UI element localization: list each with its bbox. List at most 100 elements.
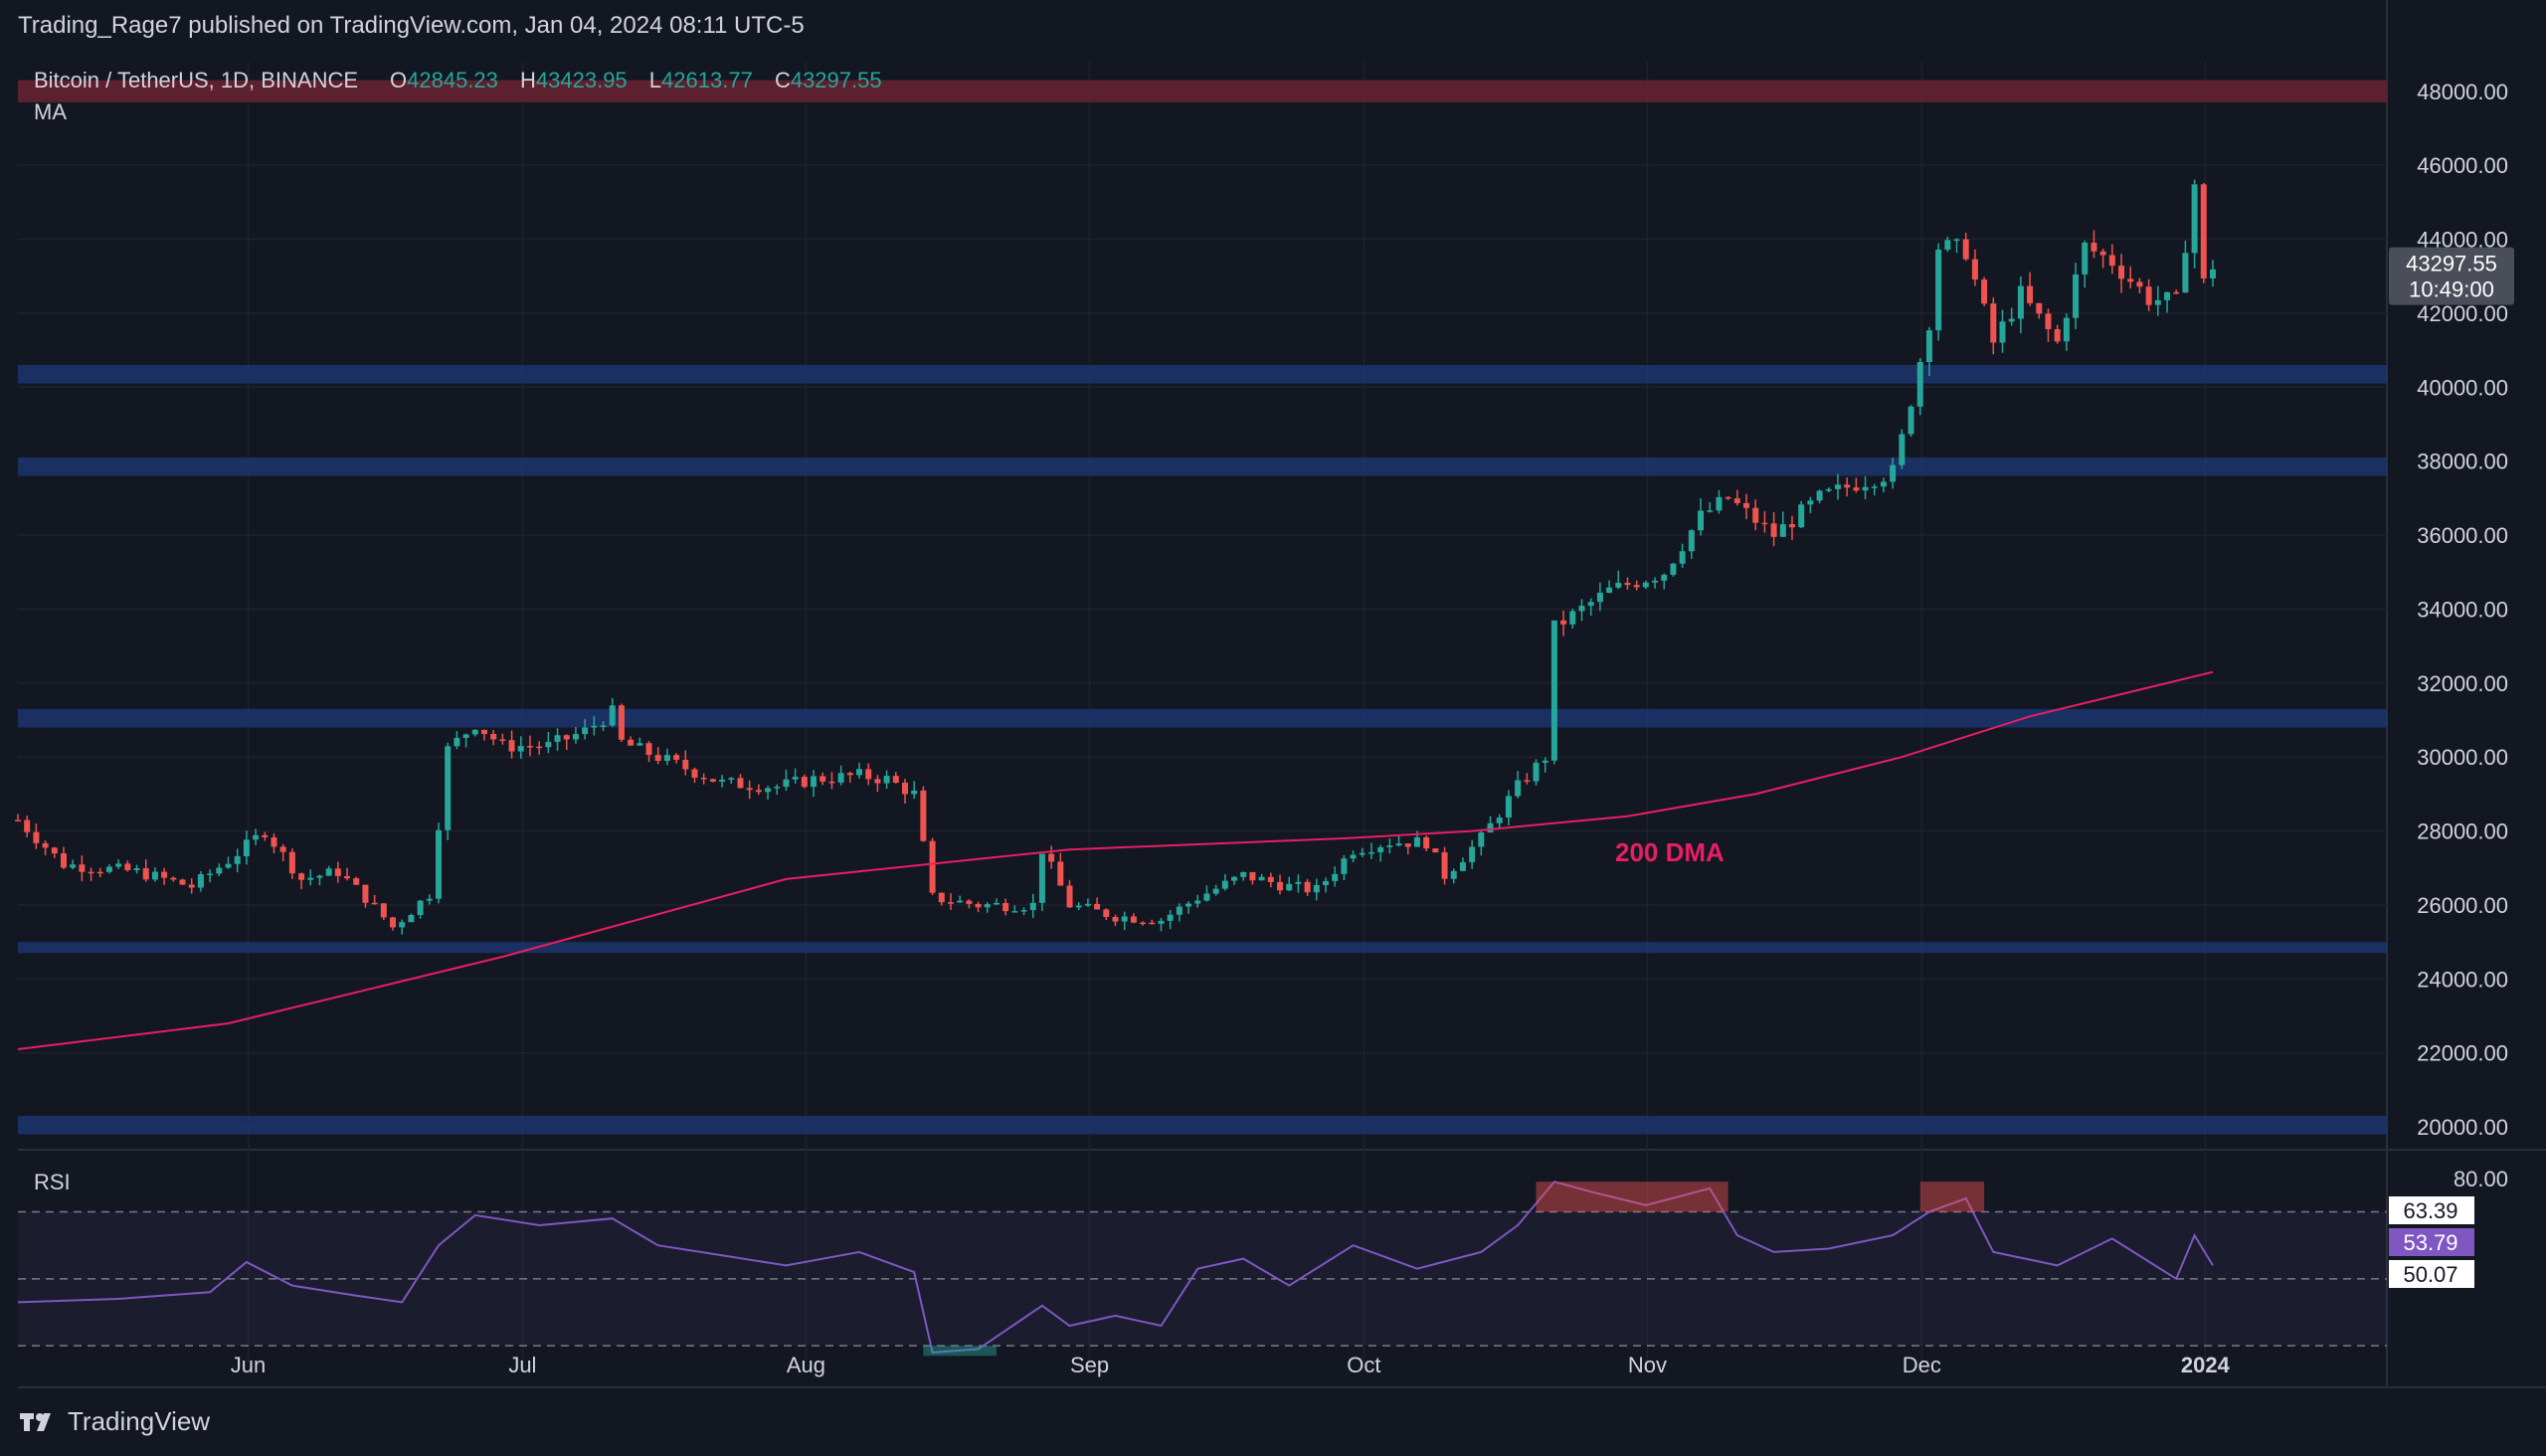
candle-body [1359,852,1365,855]
rsi-value-label: 53.79 [2403,1230,2457,1255]
candle-body [1167,914,1174,921]
candle-body [1770,523,1777,537]
candle-body [846,773,853,776]
candle-body [1185,903,1192,907]
candle-body [1761,522,1768,525]
rsi-panel[interactable] [17,1181,2387,1357]
candle-body [975,903,982,908]
candle-body [1679,551,1686,564]
candle-body [124,863,131,870]
last-price-value: 43297.55 [2406,252,2497,276]
candle-body [1862,486,1869,491]
candle-body [874,779,881,784]
candle-body [911,790,918,795]
price-tick-label: 48000.00 [2417,80,2508,104]
rsi-extreme-fill [1919,1182,1985,1212]
candle-body [2136,281,2143,287]
candle-body [2154,299,2161,305]
candle-body [1550,620,1557,761]
candle-body [682,759,689,770]
candle-body [408,915,415,923]
candles[interactable] [15,179,2216,935]
candle-body [1642,582,1649,588]
candle-body [1606,587,1613,593]
candle-body [2008,318,2015,322]
candle-body [1908,406,1914,435]
candle-body [1487,822,1494,833]
candle-body [1953,239,1960,242]
candle-body [755,790,762,793]
candle-body [1752,507,1759,523]
candle-body [618,705,625,740]
candle-body [654,755,661,762]
last-price-box [2389,247,2514,305]
candle-body [1423,836,1430,849]
axes: 48000.0046000.0044000.0042000.0040000.00… [231,80,2514,1377]
candle-body [1075,905,1082,908]
candle-body [1029,902,1036,911]
candle-body [746,788,753,791]
candle-body [1615,583,1622,588]
candle-body [1130,916,1137,923]
candle-body [892,776,899,783]
rsi-lower-label-box [2389,1260,2474,1288]
candle-body [1844,484,1851,488]
candle-body [1871,486,1878,488]
support-zone [18,1115,2387,1135]
candle-body [636,743,643,746]
candle-body [1413,836,1420,847]
candle-body [1633,585,1640,588]
candle-body [1925,330,1932,362]
publisher-header: Trading_Rage7 published on TradingView.c… [18,12,805,39]
rsi-line [17,1181,2214,1354]
candle-body [645,743,652,756]
candle-body [957,900,964,903]
candle-body [700,777,707,780]
candle-body [1578,606,1585,612]
candle-body [253,834,260,840]
candle-body [2045,313,2052,329]
candle-body [436,829,443,899]
candle-body [1981,279,1988,304]
candle-body [1002,902,1009,912]
time-tick-label: Aug [787,1353,825,1377]
candle-body [1332,873,1339,881]
candle-body [353,878,360,885]
candle-body [225,863,232,868]
candle-body [1432,848,1439,853]
candle-body [865,769,872,780]
candle-body [42,842,49,848]
candle-body [737,778,744,789]
candle-body [1103,909,1110,918]
candle-body [1478,832,1485,847]
support-zone [18,708,2387,728]
candle-body [1084,903,1091,906]
candle-body [197,874,204,888]
candle-body [1707,510,1714,512]
candle-body [1203,893,1210,901]
candle-body [1158,920,1165,924]
rsi-upper-label: 63.39 [2403,1198,2457,1223]
candle-body [2127,278,2134,282]
candle-body [1221,880,1228,889]
candle-body [151,871,158,880]
candle-body [1698,510,1705,531]
candle-body [362,884,369,903]
candle-body [1652,580,1659,583]
candle-body [883,776,890,784]
candle-body [216,867,223,874]
symbol-title: Bitcoin / TetherUS, 1D, BINANCE [34,68,358,92]
candle-body [765,788,772,793]
candle-body [2073,273,2080,318]
tradingview-brand: TradingView [68,1406,211,1436]
candle-body [417,900,424,916]
candle-body [1999,321,2006,343]
candle-body [536,746,543,749]
rsi-extreme-fill [1536,1182,1728,1212]
candle-body [454,737,460,747]
candle-body [1377,846,1384,852]
price-tick-label: 40000.00 [2417,375,2508,400]
candle-body [2191,184,2198,254]
candle-body [105,866,112,872]
